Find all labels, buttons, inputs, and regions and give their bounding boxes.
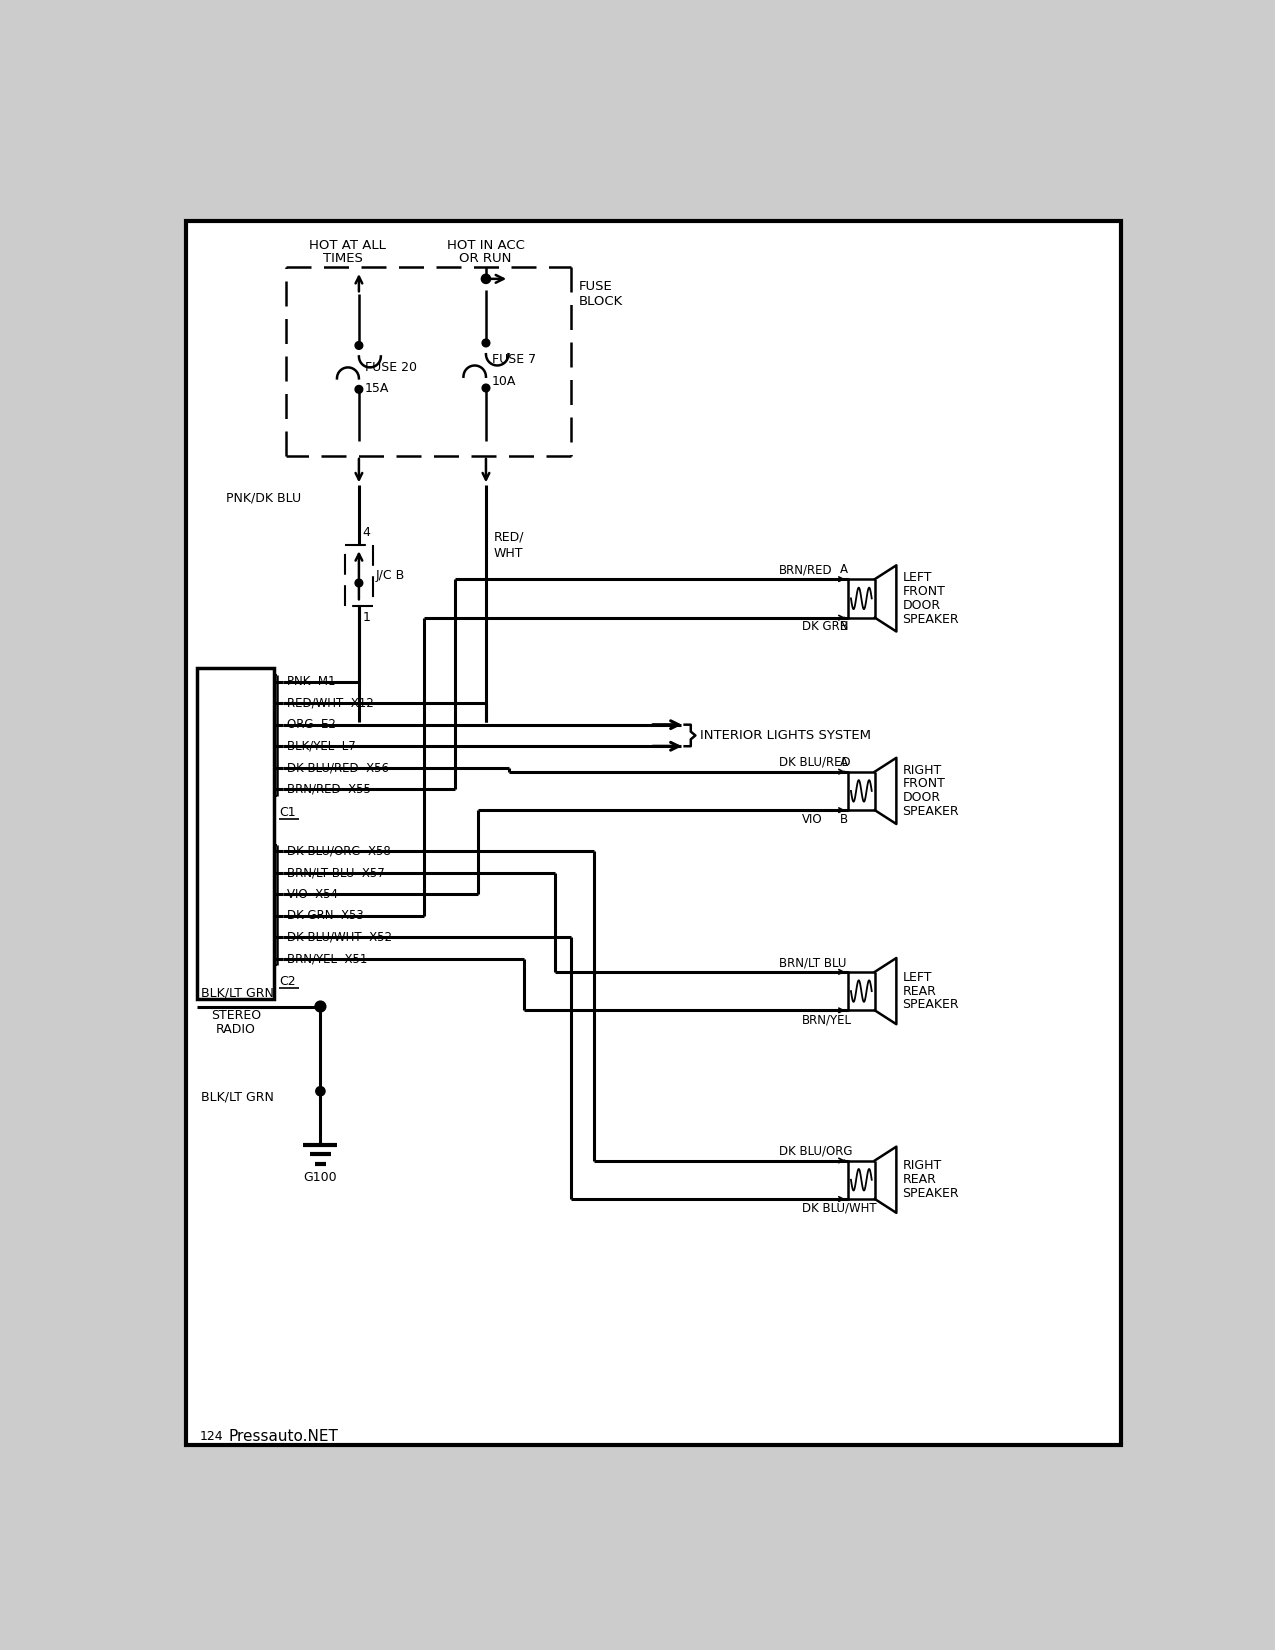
Text: STEREO: STEREO — [210, 1010, 261, 1023]
Text: BRN/YEL: BRN/YEL — [802, 1013, 852, 1026]
Text: C1: C1 — [279, 805, 296, 818]
Text: RIGHT: RIGHT — [903, 764, 942, 777]
Text: BRN/RED: BRN/RED — [779, 563, 833, 576]
Text: BLK/LT GRN: BLK/LT GRN — [201, 1091, 274, 1104]
Text: DK BLU/ORG  X58: DK BLU/ORG X58 — [287, 845, 390, 858]
Text: DK BLU/RED: DK BLU/RED — [779, 756, 850, 769]
Text: RED/: RED/ — [493, 530, 524, 543]
Text: B: B — [840, 620, 848, 634]
Text: FRONT: FRONT — [903, 777, 945, 790]
Circle shape — [354, 579, 363, 587]
Text: LEFT: LEFT — [903, 970, 932, 983]
Text: DOOR: DOOR — [903, 792, 941, 804]
Text: 1: 1 — [363, 610, 371, 624]
Text: SPEAKER: SPEAKER — [903, 805, 959, 818]
Text: LEFT: LEFT — [903, 571, 932, 584]
Text: FUSE 20: FUSE 20 — [365, 361, 417, 375]
Text: SPEAKER: SPEAKER — [903, 612, 959, 625]
Text: BRN/RED  X55: BRN/RED X55 — [287, 782, 371, 795]
Circle shape — [315, 1002, 326, 1011]
Text: DK BLU/WHT: DK BLU/WHT — [802, 1201, 876, 1214]
Text: DK GRN  X53: DK GRN X53 — [287, 909, 363, 922]
Text: DK BLU/ORG: DK BLU/ORG — [779, 1145, 852, 1158]
Text: DK BLU/RED  X56: DK BLU/RED X56 — [287, 761, 389, 774]
Text: ORG  E2: ORG E2 — [287, 718, 335, 731]
Text: G100: G100 — [303, 1172, 337, 1185]
Text: A: A — [840, 756, 848, 769]
Text: 15A: 15A — [365, 383, 389, 396]
Text: DK GRN: DK GRN — [802, 620, 848, 634]
Text: 4: 4 — [363, 526, 371, 540]
Text: FRONT: FRONT — [903, 586, 945, 597]
Text: DK BLU/WHT  X52: DK BLU/WHT X52 — [287, 931, 391, 944]
Text: PNK  M1: PNK M1 — [287, 675, 335, 688]
Circle shape — [354, 342, 363, 350]
Text: REAR: REAR — [903, 1173, 936, 1186]
Text: REAR: REAR — [903, 985, 936, 998]
Text: B: B — [840, 813, 848, 827]
Text: RED/WHT  X12: RED/WHT X12 — [287, 696, 374, 710]
Text: BRN/LT BLU: BRN/LT BLU — [779, 955, 845, 969]
Text: TIMES: TIMES — [323, 252, 362, 266]
Text: RIGHT: RIGHT — [903, 1160, 942, 1173]
Text: DOOR: DOOR — [903, 599, 941, 612]
Text: SPEAKER: SPEAKER — [903, 998, 959, 1011]
Text: BLOCK: BLOCK — [579, 295, 622, 309]
Text: J/C B: J/C B — [376, 569, 405, 582]
Text: FUSE 7: FUSE 7 — [492, 353, 537, 366]
Text: 10A: 10A — [492, 375, 516, 388]
Circle shape — [482, 340, 490, 346]
Text: BLK/LT GRN: BLK/LT GRN — [201, 987, 274, 1000]
Text: BRN/YEL  X51: BRN/YEL X51 — [287, 952, 367, 965]
Text: A: A — [840, 563, 848, 576]
Text: BRN/LT BLU  X57: BRN/LT BLU X57 — [287, 866, 384, 879]
Text: RADIO: RADIO — [215, 1023, 256, 1036]
Text: VIO  X54: VIO X54 — [287, 888, 338, 901]
Text: Pressauto.NET: Pressauto.NET — [228, 1429, 338, 1444]
Text: HOT IN ACC: HOT IN ACC — [448, 239, 525, 252]
Bar — [198, 668, 274, 998]
Text: BLK/YEL  L7: BLK/YEL L7 — [287, 739, 356, 752]
Circle shape — [482, 274, 491, 284]
Circle shape — [316, 1087, 325, 1096]
Text: HOT AT ALL: HOT AT ALL — [309, 239, 386, 252]
Text: SPEAKER: SPEAKER — [903, 1186, 959, 1200]
Circle shape — [354, 386, 363, 393]
Text: PNK/DK BLU: PNK/DK BLU — [226, 492, 301, 505]
Text: WHT: WHT — [493, 548, 523, 561]
Circle shape — [482, 384, 490, 391]
Text: INTERIOR LIGHTS SYSTEM: INTERIOR LIGHTS SYSTEM — [700, 729, 871, 742]
Text: VIO: VIO — [802, 813, 822, 827]
Text: FUSE: FUSE — [579, 280, 612, 294]
Text: 124: 124 — [199, 1429, 223, 1442]
Text: C2: C2 — [279, 975, 296, 988]
Text: OR RUN: OR RUN — [459, 252, 511, 266]
